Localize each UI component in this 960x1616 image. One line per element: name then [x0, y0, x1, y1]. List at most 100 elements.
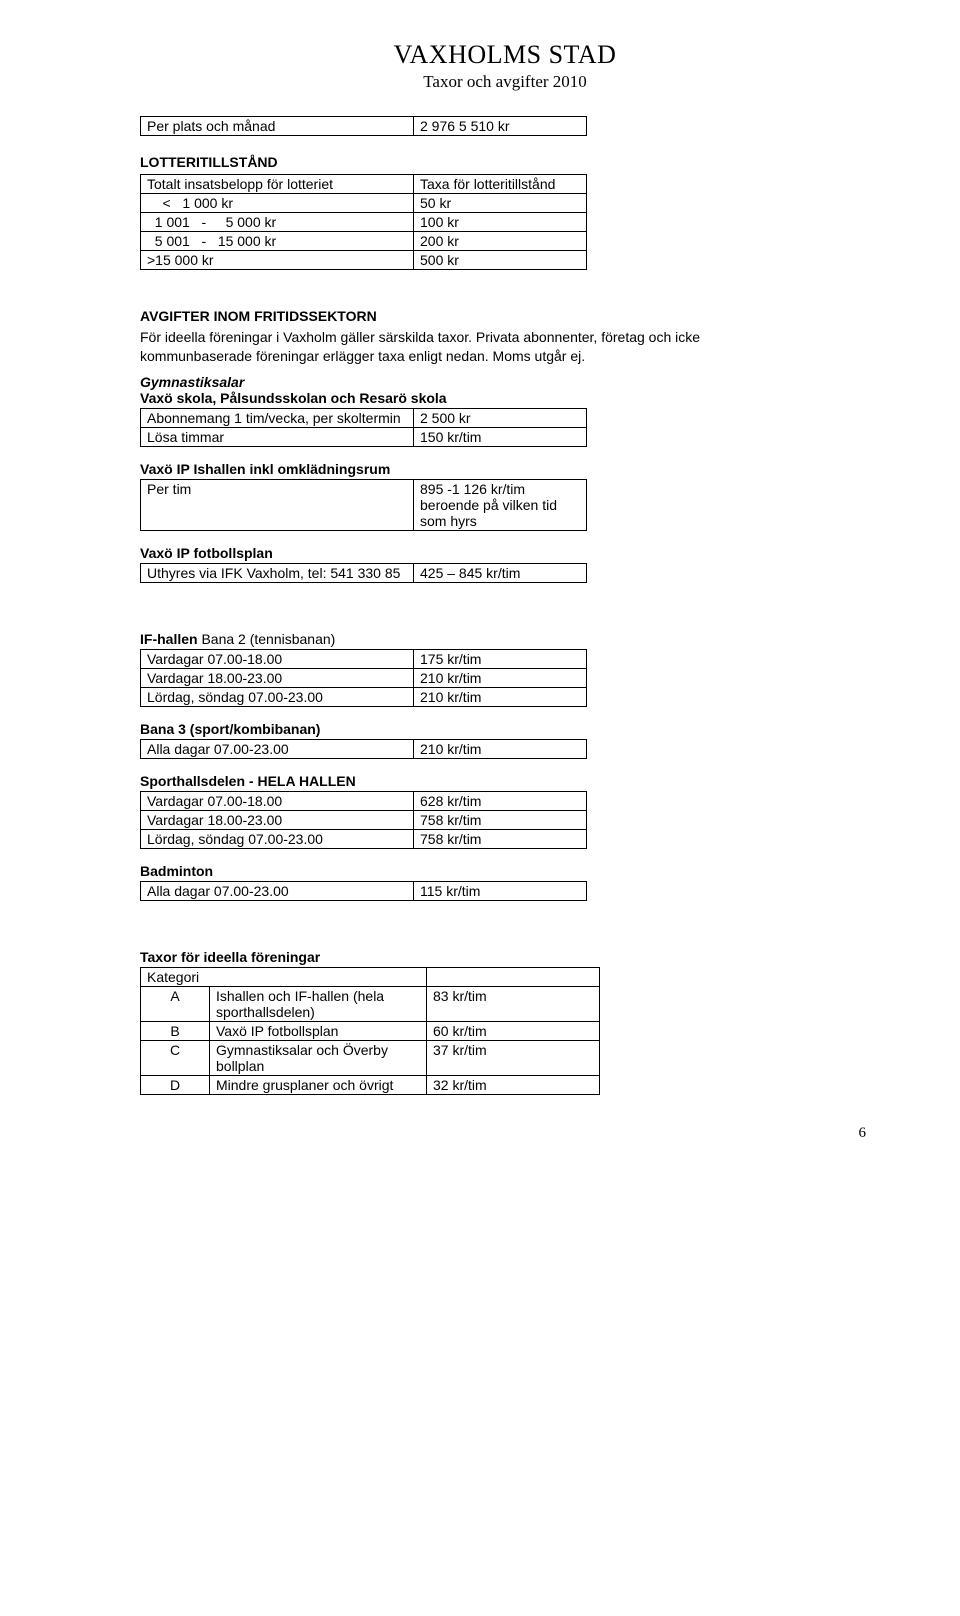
gym-heading-2: Vaxö skola, Pålsundsskolan och Resarö sk… [140, 390, 870, 406]
cell: Per plats och månad [141, 117, 414, 136]
cell: 115 kr/tim [414, 881, 587, 900]
cell: Lördag, söndag 07.00-23.00 [141, 829, 414, 848]
table-row: Lördag, söndag 07.00-23.00210 kr/tim [141, 687, 587, 706]
bana3-table: Alla dagar 07.00-23.00210 kr/tim [140, 739, 587, 759]
ifhallen-table: Vardagar 07.00-18.00175 kr/tim Vardagar … [140, 649, 587, 707]
fotboll-table: Uthyres via IFK Vaxholm, tel: 541 330 85… [140, 563, 587, 583]
badminton-table: Alla dagar 07.00-23.00115 kr/tim [140, 881, 587, 901]
cell: Taxa för lotteritillstånd [414, 175, 587, 194]
table-row: Abonnemang 1 tim/vecka, per skoltermin2 … [141, 408, 587, 427]
cell: Kategori [141, 967, 427, 986]
table-row: BVaxö IP fotbollsplan60 kr/tim [141, 1021, 600, 1040]
cell: Uthyres via IFK Vaxholm, tel: 541 330 85 [141, 563, 414, 582]
table-row: DMindre grusplaner och övrigt32 kr/tim [141, 1075, 600, 1094]
cell: A [141, 986, 210, 1021]
cell: 37 kr/tim [427, 1040, 600, 1075]
cell: 425 – 845 kr/tim [414, 563, 587, 582]
table-row: >15 000 kr500 kr [141, 251, 587, 270]
cell: 2 500 kr [414, 408, 587, 427]
badminton-heading: Badminton [140, 863, 870, 879]
table-row: Per plats och månad 2 976 5 510 kr [141, 117, 587, 136]
table-row: Totalt insatsbelopp för lotterietTaxa fö… [141, 175, 587, 194]
cell: B [141, 1021, 210, 1040]
cell: 758 kr/tim [414, 829, 587, 848]
cell: Mindre grusplaner och övrigt [210, 1075, 427, 1094]
page-number: 6 [140, 1125, 870, 1142]
table-row: AIshallen och IF-hallen (hela sporthalls… [141, 986, 600, 1021]
cell: 100 kr [414, 213, 587, 232]
lotteri-heading: LOTTERITILLSTÅND [140, 154, 870, 170]
cell: 2 976 5 510 kr [414, 117, 587, 136]
taxor-ideella-heading: Taxor för ideella föreningar [140, 949, 870, 965]
table-row: Per tim895 -1 126 kr/tim beroende på vil… [141, 479, 587, 530]
cell: 200 kr [414, 232, 587, 251]
gym-heading-1: Gymnastiksalar [140, 374, 870, 390]
cell: 32 kr/tim [427, 1075, 600, 1094]
cell: 210 kr/tim [414, 668, 587, 687]
cell: 5 001 - 15 000 kr [141, 232, 414, 251]
ishallen-table: Per tim895 -1 126 kr/tim beroende på vil… [140, 479, 587, 531]
ishallen-heading: Vaxö IP Ishallen inkl omklädningsrum [140, 461, 870, 477]
avgifter-heading: AVGIFTER INOM FRITIDSSEKTORN [140, 308, 870, 324]
cell: 895 -1 126 kr/tim beroende på vilken tid… [414, 479, 587, 530]
cell: Lördag, söndag 07.00-23.00 [141, 687, 414, 706]
cell: 210 kr/tim [414, 739, 587, 758]
cell: 1 001 - 5 000 kr [141, 213, 414, 232]
sporthall-heading: Sporthallsdelen - HELA HALLEN [140, 773, 870, 789]
cell: 60 kr/tim [427, 1021, 600, 1040]
cell: Totalt insatsbelopp för lotteriet [141, 175, 414, 194]
cell: 758 kr/tim [414, 810, 587, 829]
cell: 500 kr [414, 251, 587, 270]
table-row: Vardagar 18.00-23.00210 kr/tim [141, 668, 587, 687]
cell: 175 kr/tim [414, 649, 587, 668]
header-title: VAXHOLMS STAD [140, 40, 870, 70]
taxor-ideella-table: Kategori AIshallen och IF-hallen (hela s… [140, 967, 600, 1095]
cell: 210 kr/tim [414, 687, 587, 706]
cell: < 1 000 kr [141, 194, 414, 213]
table-row: Kategori [141, 967, 600, 986]
cell: Abonnemang 1 tim/vecka, per skoltermin [141, 408, 414, 427]
cell [427, 967, 600, 986]
table-row: 1 001 - 5 000 kr100 kr [141, 213, 587, 232]
fotboll-heading: Vaxö IP fotbollsplan [140, 545, 870, 561]
cell: 83 kr/tim [427, 986, 600, 1021]
per-plats-table: Per plats och månad 2 976 5 510 kr [140, 116, 587, 136]
cell: Vardagar 18.00-23.00 [141, 668, 414, 687]
ifhallen-heading: IF-hallen Bana 2 (tennisbanan) [140, 631, 870, 647]
gym-table: Abonnemang 1 tim/vecka, per skoltermin2 … [140, 408, 587, 447]
table-row: 5 001 - 15 000 kr200 kr [141, 232, 587, 251]
cell: 150 kr/tim [414, 427, 587, 446]
cell: Vardagar 18.00-23.00 [141, 810, 414, 829]
table-row: Alla dagar 07.00-23.00210 kr/tim [141, 739, 587, 758]
table-row: Vardagar 18.00-23.00758 kr/tim [141, 810, 587, 829]
table-row: Vardagar 07.00-18.00628 kr/tim [141, 791, 587, 810]
table-row: Uthyres via IFK Vaxholm, tel: 541 330 85… [141, 563, 587, 582]
lotteri-table: Totalt insatsbelopp för lotterietTaxa fö… [140, 174, 587, 270]
cell: C [141, 1040, 210, 1075]
cell: Alla dagar 07.00-23.00 [141, 881, 414, 900]
document-page: VAXHOLMS STAD Taxor och avgifter 2010 Pe… [0, 0, 960, 1172]
cell: Per tim [141, 479, 414, 530]
table-row: < 1 000 kr50 kr [141, 194, 587, 213]
page-header: VAXHOLMS STAD Taxor och avgifter 2010 [140, 40, 870, 92]
ifhallen-heading-bold: IF-hallen [140, 631, 198, 647]
bana3-heading: Bana 3 (sport/kombibanan) [140, 721, 870, 737]
ifhallen-heading-rest: Bana 2 (tennisbanan) [198, 631, 336, 647]
cell: Lösa timmar [141, 427, 414, 446]
sporthall-table: Vardagar 07.00-18.00628 kr/tim Vardagar … [140, 791, 587, 849]
table-row: Alla dagar 07.00-23.00115 kr/tim [141, 881, 587, 900]
table-row: Vardagar 07.00-18.00175 kr/tim [141, 649, 587, 668]
table-row: Lösa timmar150 kr/tim [141, 427, 587, 446]
cell: Vaxö IP fotbollsplan [210, 1021, 427, 1040]
cell: 50 kr [414, 194, 587, 213]
cell: Vardagar 07.00-18.00 [141, 649, 414, 668]
table-row: CGymnastiksalar och Överby bollplan37 kr… [141, 1040, 600, 1075]
avgifter-text: För ideella föreningar i Vaxholm gäller … [140, 328, 780, 366]
cell: Gymnastiksalar och Överby bollplan [210, 1040, 427, 1075]
cell: Alla dagar 07.00-23.00 [141, 739, 414, 758]
cell: D [141, 1075, 210, 1094]
cell: Ishallen och IF-hallen (hela sporthallsd… [210, 986, 427, 1021]
cell: >15 000 kr [141, 251, 414, 270]
cell: 628 kr/tim [414, 791, 587, 810]
cell: Vardagar 07.00-18.00 [141, 791, 414, 810]
